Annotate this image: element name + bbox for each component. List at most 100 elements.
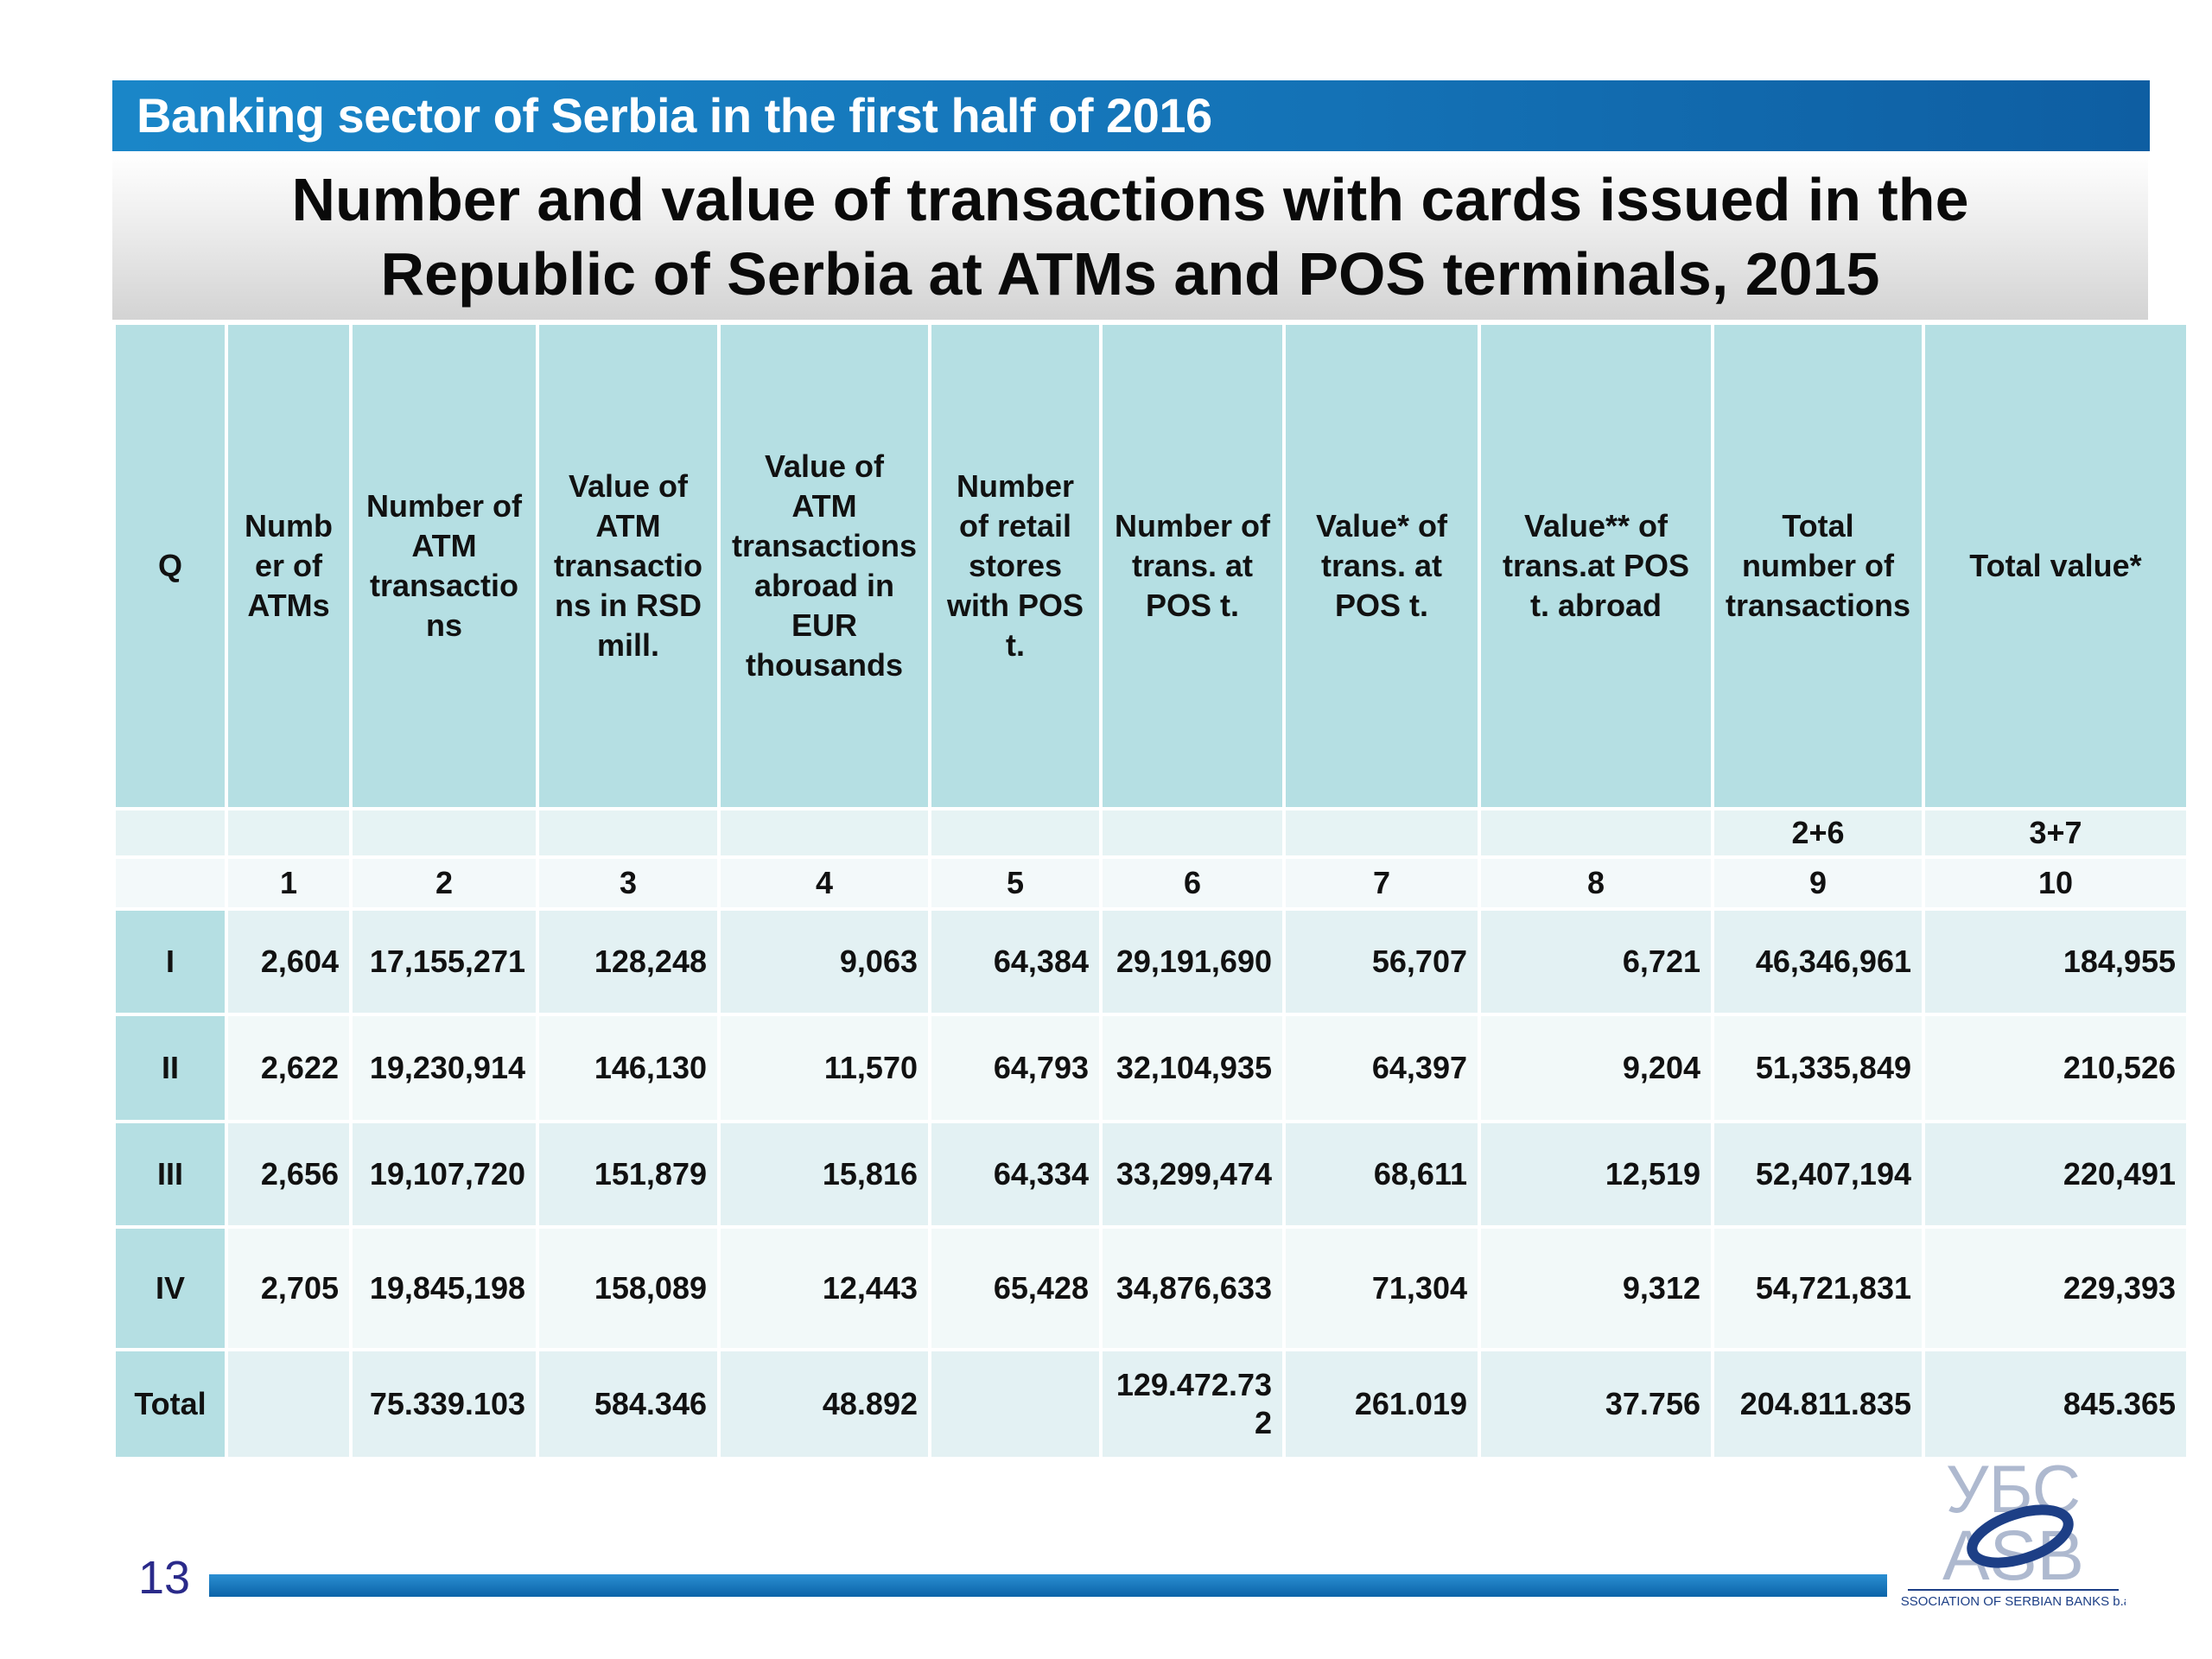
table-cell: 54,721,831 <box>1711 1225 1925 1351</box>
table-cell: 9,312 <box>1478 1225 1714 1351</box>
table-cell: 68,611 <box>1282 1120 1481 1229</box>
table-cell: 9,204 <box>1478 1013 1714 1123</box>
section-header-bar: Banking sector of Serbia in the first ha… <box>112 80 2150 151</box>
header-cell: Value of ATM transactions abroad in EUR … <box>717 321 931 810</box>
index-cell: 2 <box>349 855 539 911</box>
table-cell: 33,299,474 <box>1099 1120 1286 1229</box>
table-row-q4: IV 2,705 19,845,198 158,089 12,443 65,42… <box>112 1225 2190 1351</box>
formula-cell <box>112 807 228 859</box>
table-cell <box>225 1348 353 1460</box>
table-cell: 2,622 <box>225 1013 353 1123</box>
header-cell: Q <box>112 321 228 810</box>
formula-cell: 2+6 <box>1711 807 1925 859</box>
table-cell: 229,393 <box>1922 1225 2190 1351</box>
table-cell: 15,816 <box>717 1120 931 1229</box>
table-cell: 210,526 <box>1922 1013 2190 1123</box>
table-row-q1: I 2,604 17,155,271 128,248 9,063 64,384 … <box>112 907 2190 1016</box>
table-cell: 146,130 <box>536 1013 721 1123</box>
table-cell: 17,155,271 <box>349 907 539 1016</box>
header-cell: Value of ATM transactio ns in RSD mill. <box>536 321 721 810</box>
table-cell: 220,491 <box>1922 1120 2190 1229</box>
header-cell: Total value* <box>1922 321 2190 810</box>
header-cell: Number of trans. at POS t. <box>1099 321 1286 810</box>
table-cell: 64,384 <box>928 907 1103 1016</box>
formula-cell <box>349 807 539 859</box>
table-cell: 46,346,961 <box>1711 907 1925 1016</box>
table-cell: 151,879 <box>536 1120 721 1229</box>
table-cell: 204.811.835 <box>1711 1348 1925 1460</box>
slide-title-box: Number and value of transactions with ca… <box>112 154 2148 320</box>
total-label: Total <box>112 1348 228 1460</box>
table-cell: 19,845,198 <box>349 1225 539 1351</box>
table-row-q2: II 2,622 19,230,914 146,130 11,570 64,79… <box>112 1013 2190 1123</box>
formula-cell <box>1478 807 1714 859</box>
header-cell: Total number of transactions <box>1711 321 1925 810</box>
header-cell: Value** of trans.at POS t. abroad <box>1478 321 1714 810</box>
index-cell: 7 <box>1282 855 1481 911</box>
table-cell: 34,876,633 <box>1099 1225 1286 1351</box>
logo-swirl <box>1967 1504 2074 1568</box>
index-cell: 3 <box>536 855 721 911</box>
table-cell: 52,407,194 <box>1711 1120 1925 1229</box>
table-cell: 129.472.732 <box>1099 1348 1286 1460</box>
table-cell: 51,335,849 <box>1711 1013 1925 1123</box>
table-cell: 261.019 <box>1282 1348 1481 1460</box>
table-cell <box>928 1348 1103 1460</box>
table-cell: 29,191,690 <box>1099 907 1286 1016</box>
slide-title-line-2: Republic of Serbia at ATMs and POS termi… <box>380 240 1880 308</box>
table-row-q3: III 2,656 19,107,720 151,879 15,816 64,3… <box>112 1120 2190 1229</box>
table-cell: 12,443 <box>717 1225 931 1351</box>
logo-letters-bottom: ASB <box>1942 1516 2084 1595</box>
formula-cell <box>1099 807 1286 859</box>
slide-title-line-1: Number and value of transactions with ca… <box>291 166 1969 233</box>
table-header-row: Q Numb er of ATMs Number of ATM transact… <box>112 321 2190 810</box>
index-cell: 1 <box>225 855 353 911</box>
asb-logo: УБС ASB ASSOCIATION OF SERBIAN BANKS b.a… <box>1901 1460 2126 1609</box>
header-cell: Number of ATM transactio ns <box>349 321 539 810</box>
transactions-table: Q Numb er of ATMs Number of ATM transact… <box>112 321 2190 1460</box>
quarter-label: III <box>112 1120 228 1229</box>
table-cell: 158,089 <box>536 1225 721 1351</box>
table-cell: 128,248 <box>536 907 721 1016</box>
table-cell: 48.892 <box>717 1348 931 1460</box>
index-cell: 4 <box>717 855 931 911</box>
table-cell: 64,793 <box>928 1013 1103 1123</box>
table-cell: 64,334 <box>928 1120 1103 1229</box>
section-header-text: Banking sector of Serbia in the first ha… <box>137 88 1212 143</box>
table-cell: 2,656 <box>225 1120 353 1229</box>
table-cell: 11,570 <box>717 1013 931 1123</box>
quarter-label: I <box>112 907 228 1016</box>
column-index-row: 1 2 3 4 5 6 7 8 9 10 <box>112 855 2190 911</box>
index-cell: 9 <box>1711 855 1925 911</box>
table-cell: 19,107,720 <box>349 1120 539 1229</box>
footer-bar <box>209 1574 1887 1597</box>
table-cell: 19,230,914 <box>349 1013 539 1123</box>
header-cell: Value* of trans. at POS t. <box>1282 321 1481 810</box>
header-cell: Numb er of ATMs <box>225 321 353 810</box>
formula-row: 2+6 3+7 <box>112 807 2190 859</box>
table-cell: 71,304 <box>1282 1225 1481 1351</box>
index-cell: 8 <box>1478 855 1714 911</box>
table-cell: 12,519 <box>1478 1120 1714 1229</box>
table-cell: 65,428 <box>928 1225 1103 1351</box>
formula-cell <box>928 807 1103 859</box>
table-cell: 184,955 <box>1922 907 2190 1016</box>
index-cell: 6 <box>1099 855 1286 911</box>
formula-cell <box>536 807 721 859</box>
quarter-label: IV <box>112 1225 228 1351</box>
header-cell: Number of retail stores with POS t. <box>928 321 1103 810</box>
index-cell <box>112 855 228 911</box>
table-cell: 2,705 <box>225 1225 353 1351</box>
table-cell: 32,104,935 <box>1099 1013 1286 1123</box>
logo-caption: ASSOCIATION OF SERBIAN BANKS b.a. <box>1901 1594 2126 1609</box>
table-cell: 584.346 <box>536 1348 721 1460</box>
formula-cell <box>717 807 931 859</box>
formula-cell: 3+7 <box>1922 807 2190 859</box>
index-cell: 5 <box>928 855 1103 911</box>
table-cell: 75.339.103 <box>349 1348 539 1460</box>
table-cell: 2,604 <box>225 907 353 1016</box>
table-cell: 56,707 <box>1282 907 1481 1016</box>
table-cell: 845.365 <box>1922 1348 2190 1460</box>
table-cell: 64,397 <box>1282 1013 1481 1123</box>
index-cell: 10 <box>1922 855 2190 911</box>
